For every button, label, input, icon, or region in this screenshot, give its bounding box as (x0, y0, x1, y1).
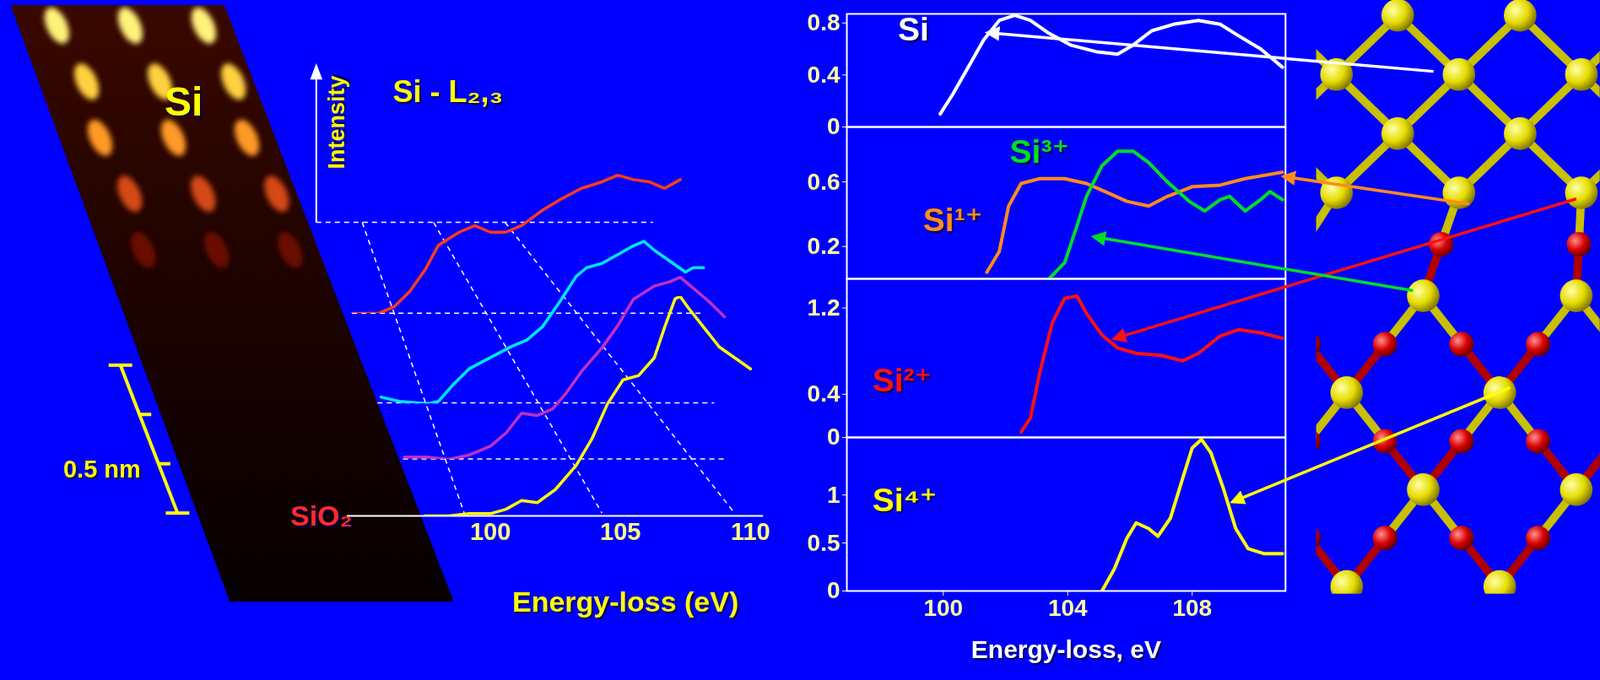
svg-text:0.4: 0.4 (807, 380, 841, 407)
html-text:SiO₂: SiO₂ (290, 499, 353, 532)
svg-text:0: 0 (827, 577, 841, 604)
html-text:Si⁴⁺: Si⁴⁺ (872, 481, 938, 519)
html-text:Si³⁺: Si³⁺ (1009, 132, 1070, 170)
svg-text:108: 108 (1172, 594, 1213, 622)
html-text:Si - L₂,₃: Si - L₂,₃ (392, 74, 504, 109)
svg-text:100: 100 (470, 518, 511, 546)
svg-text:0.4: 0.4 (807, 61, 841, 88)
svg-text:0.8: 0.8 (807, 9, 841, 36)
svg-text:0.2: 0.2 (807, 232, 841, 260)
html-text:Si²⁺: Si²⁺ (872, 361, 932, 398)
svg-text:104: 104 (1048, 594, 1088, 622)
svg-text:1.2: 1.2 (807, 294, 841, 321)
html-text:Intensity: Intensity (323, 75, 349, 170)
html-text:Energy-loss, eV: Energy-loss, eV (971, 635, 1162, 664)
html-text:Si: Si (897, 10, 929, 47)
svg-text:0.5: 0.5 (807, 529, 841, 557)
svg-text:0.6: 0.6 (807, 168, 841, 195)
html-text:Si¹⁺: Si¹⁺ (923, 201, 983, 238)
svg-text:0: 0 (827, 113, 841, 140)
html-text:Si: Si (164, 79, 203, 124)
svg-text:105: 105 (600, 518, 641, 546)
svg-text:0: 0 (827, 423, 841, 450)
svg-text:110: 110 (730, 518, 771, 546)
svg-text:100: 100 (924, 594, 964, 622)
svg-text:1: 1 (827, 481, 841, 509)
html-text:Energy-loss (eV): Energy-loss (eV) (512, 585, 739, 618)
html-text:0.5 nm: 0.5 nm (63, 455, 141, 483)
